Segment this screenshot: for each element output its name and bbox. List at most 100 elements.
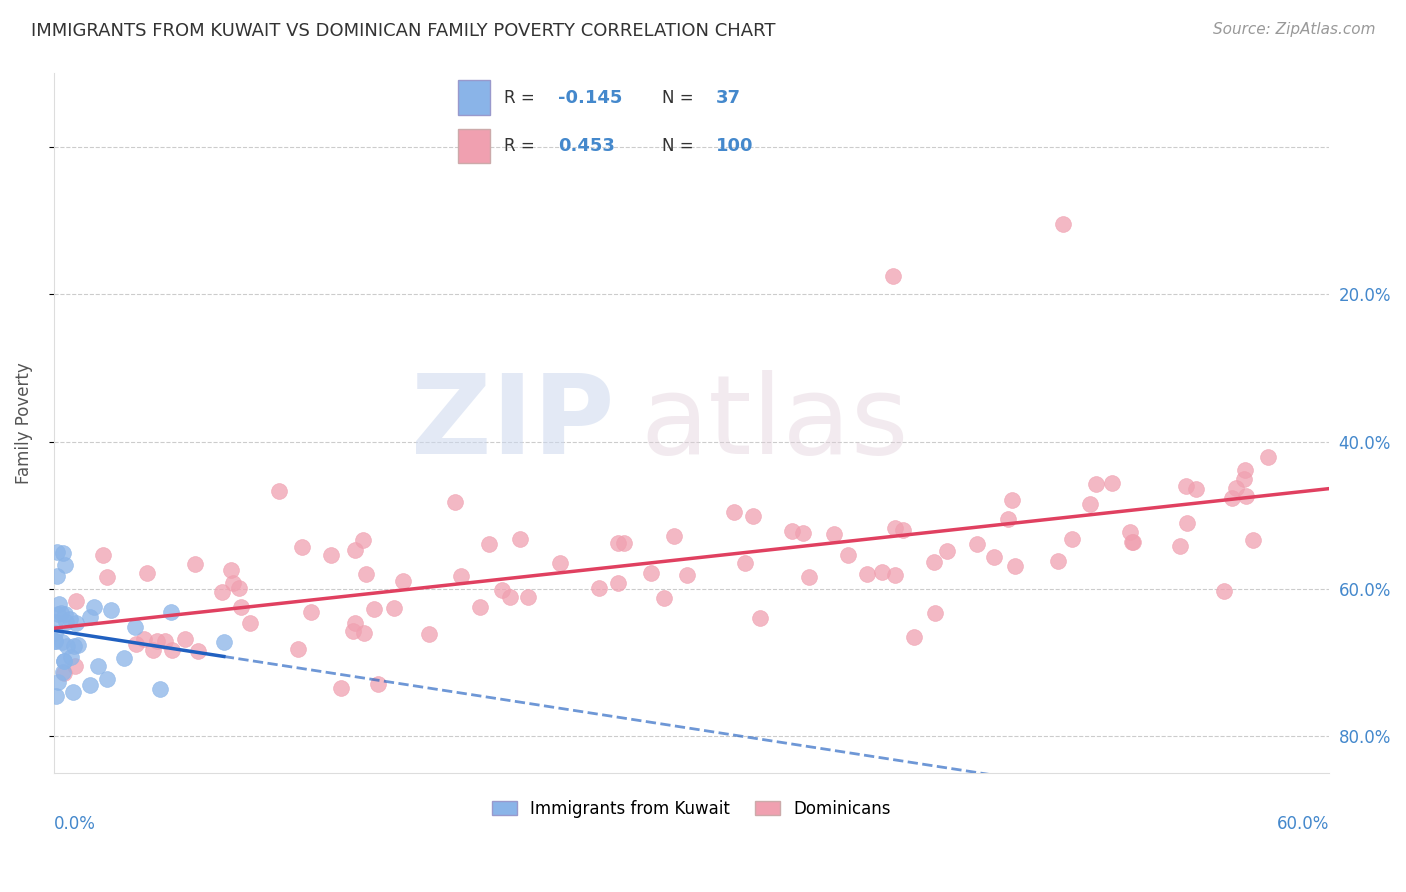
Point xyxy=(319,548,342,562)
Text: N =: N = xyxy=(662,137,699,155)
Point xyxy=(443,495,465,509)
Point xyxy=(342,624,364,639)
Text: R =: R = xyxy=(505,88,540,107)
Point xyxy=(211,585,233,599)
Point xyxy=(132,632,155,646)
Point xyxy=(392,574,415,588)
Point xyxy=(59,612,82,626)
Point xyxy=(287,642,309,657)
Point xyxy=(1001,493,1024,508)
Point xyxy=(53,654,76,668)
Point xyxy=(1122,535,1144,549)
Point xyxy=(607,576,630,591)
Point xyxy=(491,582,513,597)
Point xyxy=(46,569,69,583)
Point xyxy=(1220,491,1243,506)
Point xyxy=(239,615,262,630)
Point xyxy=(65,616,87,631)
Point xyxy=(159,605,181,619)
Point xyxy=(269,483,291,498)
Point xyxy=(884,520,907,534)
Text: R =: R = xyxy=(505,137,540,155)
Point xyxy=(509,533,531,547)
Point xyxy=(792,525,814,540)
Point xyxy=(67,638,90,652)
Point xyxy=(675,568,697,582)
Point xyxy=(891,523,914,537)
Point xyxy=(48,597,70,611)
Point xyxy=(63,659,86,673)
Point xyxy=(353,626,375,640)
Text: atlas: atlas xyxy=(640,369,908,476)
Point xyxy=(640,566,662,581)
Point xyxy=(478,537,501,551)
Point xyxy=(780,524,803,538)
Point xyxy=(44,634,66,648)
Point xyxy=(149,681,172,696)
Text: 100: 100 xyxy=(716,137,754,155)
Point xyxy=(291,540,314,554)
Point xyxy=(56,639,79,653)
Point xyxy=(343,616,366,631)
Point xyxy=(1213,583,1236,598)
Point xyxy=(228,581,250,595)
Point xyxy=(52,665,75,679)
Point xyxy=(153,634,176,648)
Point xyxy=(55,615,77,630)
Point xyxy=(884,568,907,582)
Point xyxy=(53,665,76,680)
Point xyxy=(93,548,115,562)
Point xyxy=(299,605,322,619)
Text: N =: N = xyxy=(662,88,699,107)
Point xyxy=(1046,554,1069,568)
Text: 37: 37 xyxy=(716,88,741,107)
Point xyxy=(1225,481,1247,495)
Point xyxy=(219,563,242,577)
Point xyxy=(1234,462,1257,476)
Point xyxy=(924,555,946,569)
Point xyxy=(935,543,957,558)
Point xyxy=(1174,479,1197,493)
Point xyxy=(44,626,66,640)
Point xyxy=(1121,535,1143,549)
Point xyxy=(1234,489,1257,503)
Point xyxy=(53,607,76,621)
Point xyxy=(79,678,101,692)
Point xyxy=(65,594,87,608)
Point xyxy=(548,556,571,570)
Point xyxy=(924,607,946,621)
Point xyxy=(837,548,859,562)
Point xyxy=(1241,533,1264,547)
Point xyxy=(352,533,374,548)
Point xyxy=(48,674,70,689)
Point xyxy=(855,566,877,581)
Point xyxy=(62,685,84,699)
Point xyxy=(499,590,522,604)
Point xyxy=(1080,497,1102,511)
Point xyxy=(1004,559,1026,574)
Point xyxy=(46,607,69,621)
Point xyxy=(983,549,1005,564)
Point xyxy=(124,620,146,634)
Point xyxy=(222,576,245,591)
Point xyxy=(330,681,353,695)
Y-axis label: Family Poverty: Family Poverty xyxy=(15,362,32,484)
Point xyxy=(87,659,110,673)
Point xyxy=(53,558,76,573)
Point xyxy=(450,569,472,583)
Point xyxy=(470,600,492,615)
FancyBboxPatch shape xyxy=(458,80,491,115)
Point xyxy=(966,537,988,551)
Point xyxy=(184,557,207,571)
Point xyxy=(742,508,765,523)
Point xyxy=(1052,217,1074,231)
Point xyxy=(96,570,118,584)
Point xyxy=(1257,450,1279,464)
Text: ZIP: ZIP xyxy=(412,369,614,476)
Point xyxy=(882,268,904,283)
Point xyxy=(44,615,66,629)
Point xyxy=(79,610,101,624)
Point xyxy=(664,529,686,543)
Point xyxy=(1119,524,1142,539)
Point xyxy=(516,590,538,604)
